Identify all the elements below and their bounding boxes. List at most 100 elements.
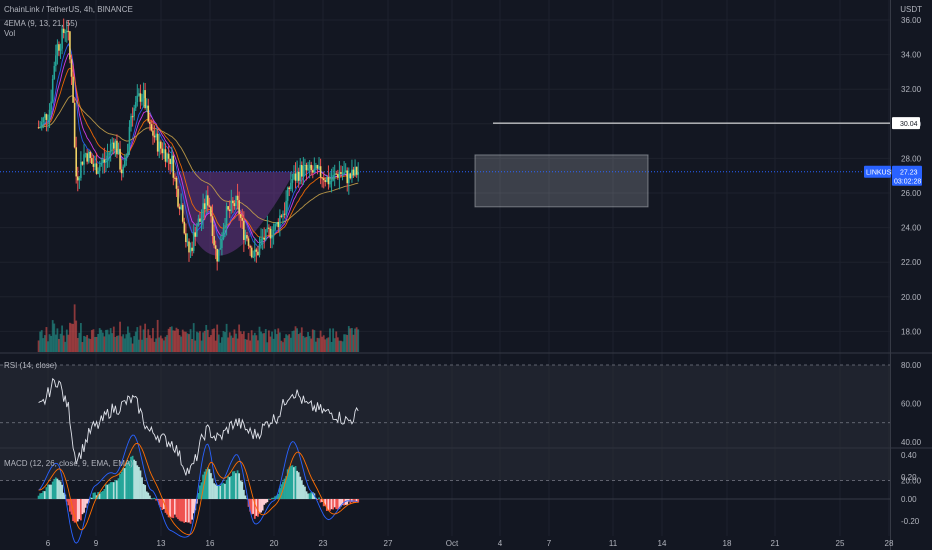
macd-histogram-bar <box>332 499 335 510</box>
macd-histogram-bar <box>340 499 342 507</box>
macd-histogram-bar <box>192 499 195 514</box>
candle-body <box>61 28 63 49</box>
candle-body <box>349 173 352 179</box>
volume-bar <box>302 336 305 352</box>
macd-histogram-bar <box>277 493 280 499</box>
volume-bar <box>221 337 223 352</box>
candle-body <box>55 55 57 66</box>
volume-bar <box>142 329 145 352</box>
volume-bar <box>81 342 84 352</box>
candle-body <box>247 238 250 246</box>
macd-histogram-bar <box>128 460 131 499</box>
macd-histogram-bar <box>266 499 269 503</box>
candle-body <box>228 209 231 211</box>
candle-body <box>264 229 267 240</box>
candle-body <box>211 216 214 237</box>
candle-body <box>235 195 237 207</box>
volume-bar <box>184 331 187 352</box>
candle-body <box>42 117 45 123</box>
macd-histogram-bar <box>148 495 151 499</box>
time-tick-label: 25 <box>836 539 845 548</box>
macd-histogram-bar <box>144 485 147 499</box>
candle-body <box>66 30 68 33</box>
volume-bar <box>271 331 273 352</box>
candle-body <box>67 30 70 32</box>
candle-body <box>246 235 248 239</box>
macd-histogram-bar <box>94 492 96 499</box>
volume-legend[interactable]: Vol <box>4 29 16 38</box>
macd-histogram-bar <box>161 499 164 510</box>
symbol-title[interactable]: ChainLink / TetherUS, 4h, BINANCE <box>4 5 133 14</box>
volume-bar <box>199 331 201 352</box>
candle-body <box>134 101 137 109</box>
candle-body <box>307 168 309 171</box>
macd-histogram-bar <box>112 482 115 499</box>
candle-body <box>269 228 272 239</box>
macd-histogram-bar <box>213 483 215 499</box>
time-tick-label: 9 <box>94 539 99 548</box>
candle-body <box>188 241 190 253</box>
macd-histogram-bar <box>174 499 176 515</box>
volume-bar <box>90 330 93 352</box>
macd-histogram-bar <box>274 496 277 499</box>
candle-body <box>279 215 281 228</box>
macd-histogram-bar <box>208 469 211 499</box>
volume-bar <box>195 331 198 352</box>
volume-bar <box>97 333 100 352</box>
ema-21-line <box>38 67 359 238</box>
volume-bar <box>335 331 338 352</box>
candle-body <box>119 148 121 170</box>
candle-body <box>355 166 358 175</box>
volume-bar <box>98 328 101 352</box>
macd-histogram-bar <box>286 469 289 499</box>
volume-bar <box>197 332 200 352</box>
ema-legend[interactable]: 4EMA (9, 13, 21, 55) <box>4 19 78 28</box>
macd-histogram-bar <box>335 499 338 510</box>
volume-bar <box>285 334 288 352</box>
volume-bar <box>238 324 241 352</box>
rsi-legend[interactable]: RSI (14, close) <box>4 361 57 370</box>
macd-histogram-bar <box>228 477 231 499</box>
candle-body <box>64 32 67 34</box>
candle-body <box>127 143 129 157</box>
candle-body <box>274 224 276 230</box>
volume-bar <box>227 337 230 352</box>
volume-bar <box>144 323 147 352</box>
volume-bar <box>231 337 234 352</box>
volume-bar <box>315 341 317 352</box>
volume-bar <box>122 334 125 352</box>
candle-body <box>39 127 41 129</box>
candle-body <box>301 165 303 177</box>
macd-histogram-bar <box>355 499 358 503</box>
volume-bar <box>249 340 251 352</box>
candle-body <box>318 166 320 169</box>
candle-body <box>116 140 118 155</box>
macd-histogram-bar <box>268 498 270 500</box>
macd-histogram-bar <box>188 499 190 523</box>
macd-tick-label: 0.20 <box>901 473 917 482</box>
volume-bar <box>236 338 239 352</box>
candle-body <box>186 241 189 243</box>
macd-histogram-bar <box>158 499 161 506</box>
macd-legend[interactable]: MACD (12, 26, close, 9, EMA, EMA) <box>4 459 133 468</box>
macd-histogram-bar <box>316 499 319 500</box>
candle-body <box>164 149 167 162</box>
price-tags: 30.04 LINKUSDT 27.23 03:02:28 <box>864 117 922 186</box>
candle-body <box>208 205 211 207</box>
macd-histogram-bar <box>139 470 142 499</box>
volume-bar <box>112 326 115 352</box>
volume-bar <box>39 331 42 352</box>
candle-body <box>354 166 356 176</box>
macd-histogram-bar <box>155 499 157 501</box>
candle-body <box>92 163 95 167</box>
volume-bar <box>230 335 233 352</box>
volume-bar <box>178 335 181 352</box>
candle-body <box>340 172 342 175</box>
candle-body <box>244 235 247 240</box>
macd-histogram-bar <box>272 497 275 499</box>
candle-body <box>170 155 173 165</box>
candle-body <box>357 172 359 175</box>
volume-bar <box>169 327 172 352</box>
volume-bar <box>344 334 347 352</box>
